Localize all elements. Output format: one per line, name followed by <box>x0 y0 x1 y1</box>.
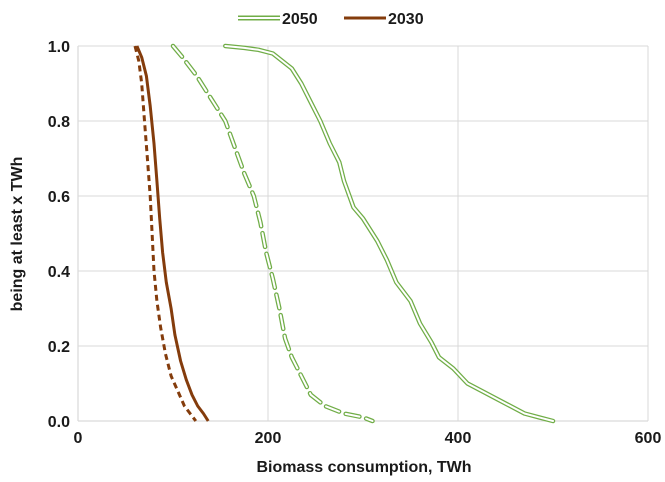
legend-item-2050: 2050 <box>238 11 318 28</box>
legend-label: 2050 <box>282 11 318 28</box>
legend-label: 2030 <box>388 11 424 28</box>
x-tick-label: 200 <box>255 430 282 447</box>
series-layer <box>133 43 556 424</box>
y-axis-title: being at least x TWh <box>9 157 26 312</box>
series-line-outer <box>170 43 375 424</box>
legend: 2050 2030 <box>238 11 424 28</box>
series-line-inner <box>172 45 374 422</box>
x-tick-label: 600 <box>635 430 662 447</box>
series-line <box>133 45 197 422</box>
y-tick-label: 0.8 <box>48 114 70 131</box>
series-2050-solid <box>223 43 556 424</box>
series-2050-dashed <box>170 43 375 424</box>
y-tick-label: 1.0 <box>48 39 70 56</box>
legend-item-2030: 2030 <box>344 11 424 28</box>
y-tick-label: 0.0 <box>48 414 70 431</box>
series-line <box>135 45 210 422</box>
x-axis-title: Biomass consumption, TWh <box>256 459 471 476</box>
y-tick-label: 0.2 <box>48 339 70 356</box>
y-tick-label: 0.4 <box>48 264 70 281</box>
series-line-outer <box>223 43 556 424</box>
series-2030-solid <box>135 45 210 422</box>
x-tick-label: 0 <box>74 430 83 447</box>
series-2030-dashed <box>133 45 197 422</box>
axis-layer: 0.0 0.2 0.4 0.6 0.8 1.0 0 200 400 600 <box>48 39 662 447</box>
x-tick-label: 400 <box>445 430 472 447</box>
grid-layer <box>77 45 649 422</box>
y-tick-label: 0.6 <box>48 189 70 206</box>
series-line-inner <box>224 45 554 422</box>
